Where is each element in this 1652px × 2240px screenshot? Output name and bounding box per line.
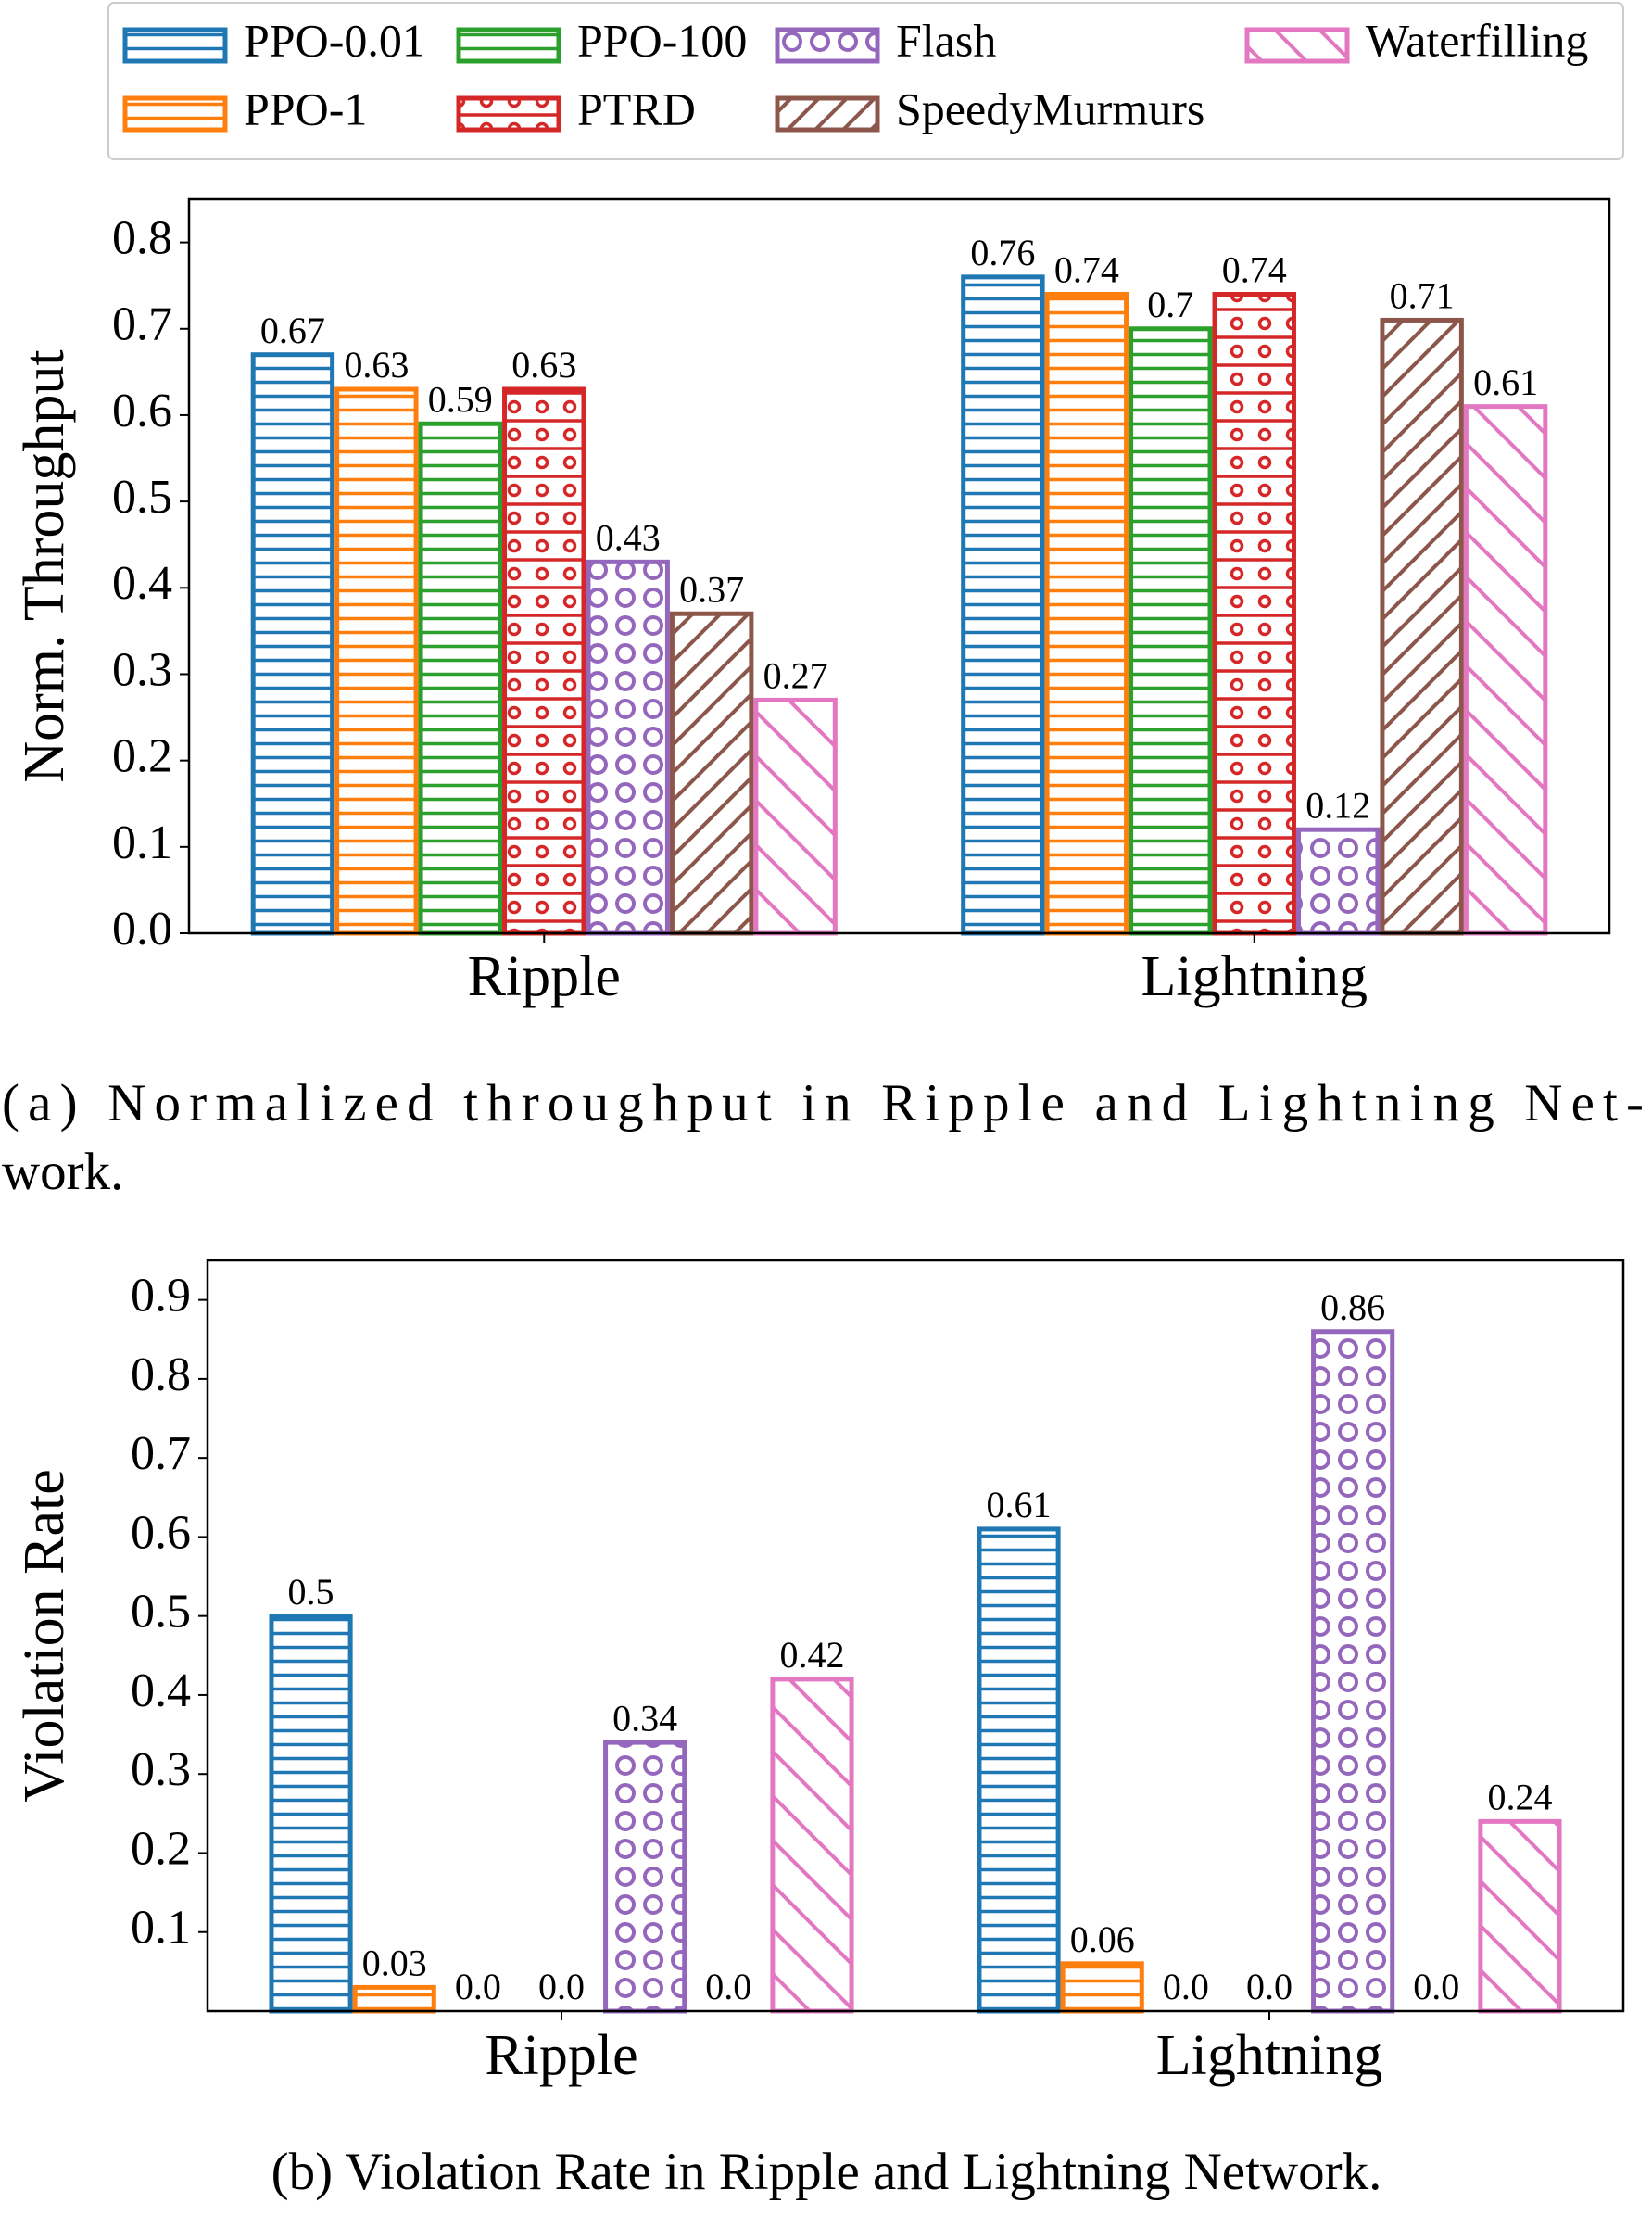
value-label: 0.7: [1147, 284, 1193, 325]
bar: [1060, 1961, 1144, 2014]
caption: (a) Normalized throughput in Ripple and …: [2, 1074, 1644, 1133]
value-label: 0.63: [344, 344, 409, 386]
y-tick-label: 0.6: [112, 385, 172, 437]
bar: [1380, 317, 1464, 936]
bar: [753, 697, 838, 936]
bar: [269, 1614, 353, 2014]
y-axis-label: Violation Rate: [13, 1469, 76, 1803]
value-label: 0.0: [1163, 1966, 1209, 2007]
legend-label: PPO-100: [577, 14, 747, 66]
x-tick-label: Lightning: [1141, 945, 1368, 1008]
value-label: 0.5: [288, 1571, 334, 1613]
plot-frame: [187, 197, 1611, 935]
value-label: 0.59: [428, 378, 493, 420]
bar: [502, 386, 586, 936]
y-tick-label: 0.8: [131, 1348, 191, 1401]
value-label: 0.0: [455, 1966, 501, 2007]
value-label: 0.42: [779, 1634, 844, 1676]
y-tick-label: 0.6: [131, 1506, 191, 1559]
bar: [770, 1677, 854, 2014]
legend-label: PPO-0.01: [244, 14, 425, 66]
bar: [603, 1740, 687, 2014]
y-tick-label: 0.0: [112, 903, 172, 955]
value-label: 0.34: [612, 1697, 677, 1739]
y-tick-label: 0.5: [131, 1586, 191, 1639]
x-tick-label: Ripple: [485, 2024, 637, 2087]
bar: [977, 1526, 1061, 2014]
bar: [1212, 291, 1296, 936]
bar: [1044, 291, 1129, 936]
value-label: 0.0: [705, 1966, 751, 2007]
legend-label: PTRD: [577, 82, 696, 134]
y-tick-label: 0.3: [131, 1743, 191, 1796]
bar: [961, 274, 1045, 936]
value-label: 0.61: [1473, 361, 1538, 403]
value-label: 0.76: [970, 232, 1035, 273]
y-tick-label: 0.4: [112, 557, 172, 610]
value-label: 0.0: [1246, 1966, 1293, 2007]
y-tick-label: 0.3: [112, 643, 172, 696]
y-tick-label: 0.9: [131, 1270, 191, 1322]
bar: [586, 559, 670, 936]
bar: [669, 611, 754, 936]
y-tick-label: 0.2: [112, 730, 172, 783]
value-label: 0.0: [538, 1966, 585, 2007]
value-label: 0.12: [1305, 784, 1370, 826]
value-label: 0.71: [1390, 275, 1455, 317]
legend-label: PPO-1: [244, 82, 367, 134]
y-tick-label: 0.1: [112, 816, 172, 869]
value-label: 0.37: [679, 568, 744, 610]
plot-frame: [206, 1259, 1625, 2013]
bar: [1311, 1329, 1395, 2014]
legend-swatch: [775, 27, 880, 64]
y-tick-label: 0.2: [131, 1822, 191, 1875]
value-label: 0.74: [1222, 249, 1287, 291]
legend-swatch: [122, 95, 228, 133]
bar: [352, 1984, 436, 2014]
legend-swatch: [1244, 27, 1350, 64]
y-tick-label: 0.1: [131, 1902, 191, 1955]
legend-swatch: [122, 27, 228, 64]
value-label: 0.63: [511, 344, 576, 386]
caption: work.: [2, 1143, 123, 1201]
value-label: 0.67: [260, 310, 325, 351]
bar: [250, 352, 335, 936]
y-tick-label: 0.7: [112, 298, 172, 351]
caption: (b) Violation Rate in Ripple and Lightni…: [271, 2143, 1382, 2201]
y-tick-label: 0.4: [131, 1664, 191, 1717]
bar: [418, 421, 503, 936]
bar: [334, 386, 419, 936]
legend-swatch: [456, 27, 561, 64]
x-tick-label: Ripple: [468, 945, 621, 1008]
legend-label: Flash: [896, 14, 996, 66]
bar: [1463, 404, 1548, 936]
bar: [1478, 1818, 1562, 2014]
value-label: 0.74: [1054, 249, 1119, 291]
legend-swatch: [456, 95, 561, 133]
legend-label: SpeedyMurmurs: [896, 82, 1204, 134]
x-tick-label: Lightning: [1156, 2024, 1383, 2087]
y-tick-label: 0.5: [112, 471, 172, 524]
value-label: 0.86: [1320, 1286, 1385, 1328]
y-axis-label: Norm. Throughput: [13, 349, 76, 782]
legend-swatch: [775, 95, 880, 133]
value-label: 0.03: [362, 1943, 427, 1984]
legend-label: Waterfilling: [1366, 14, 1588, 66]
value-label: 0.61: [987, 1484, 1052, 1525]
y-tick-label: 0.7: [131, 1427, 191, 1480]
value-label: 0.24: [1487, 1777, 1552, 1818]
value-label: 0.43: [596, 517, 661, 559]
value-label: 0.06: [1070, 1918, 1135, 1960]
bar: [1295, 827, 1381, 936]
value-label: 0.0: [1413, 1966, 1459, 2007]
bar: [1129, 326, 1213, 936]
value-label: 0.27: [763, 655, 828, 697]
y-tick-label: 0.8: [112, 212, 172, 265]
